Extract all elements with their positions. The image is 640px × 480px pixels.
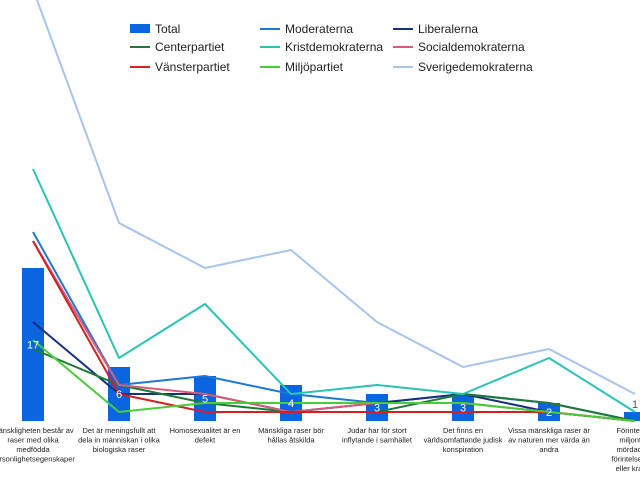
legend-label: Total	[155, 22, 180, 36]
legend-label: Vänsterpartiet	[155, 60, 230, 74]
bar-1	[22, 268, 44, 421]
bar-5	[366, 394, 388, 421]
line-kristdemokraterna	[32, 168, 636, 413]
line-series	[32, 0, 636, 422]
legend-label: Moderaterna	[285, 22, 353, 36]
legend-swatch	[130, 24, 150, 33]
legend-label: Sverigedemokraterna	[418, 60, 533, 74]
legend-label: Liberalerna	[418, 22, 478, 36]
bar-value-label: 6	[116, 389, 122, 401]
legend-item-total: Total	[130, 22, 180, 36]
x-tick-label: Mänskliga raser bör hållas åtskilda	[258, 426, 324, 445]
legend-label: Socialdemokraterna	[418, 40, 525, 54]
legend-item-centerpartiet: Centerpartiet	[130, 40, 225, 54]
line-sverigedemokraterna	[35, 0, 636, 395]
bar-value-label: 1	[632, 399, 638, 411]
legend-item-liberalerna: Liberalerna	[393, 22, 478, 36]
legend-item-socialdemokraterna: Socialdemokraterna	[393, 40, 525, 54]
legend-item-miljopartiet: Miljöpartiet	[260, 60, 344, 74]
bar-8	[624, 412, 640, 421]
legend-item-kristdemokraterna: Kristdemokraterna	[260, 40, 383, 54]
legend-item-moderaterna: Moderaterna	[260, 22, 353, 36]
legend-label: Centerpartiet	[155, 40, 225, 54]
line-miljopartiet	[32, 339, 636, 422]
bar-value-label: 3	[374, 403, 380, 415]
x-tick-label: Vissa mänskliga raser är av naturen mer v…	[508, 426, 590, 454]
legend: Total Moderaterna Liberalerna Centerpartiet…	[130, 22, 533, 74]
bar-value-labels: 17 6 5 4 3 3 2 1	[27, 340, 638, 420]
bar-value-label: 3	[460, 403, 466, 415]
bar-value-label: 4	[288, 398, 294, 410]
legend-item-sverigedemokraterna: Sverigedemokraterna	[393, 60, 533, 74]
x-tick-label: Judar har för stort inflytande i samhälle…	[342, 426, 413, 445]
bar-value-label: 17	[27, 340, 39, 352]
x-tick-label: Förintelsenmiljontalsmördades iförintels…	[611, 426, 640, 473]
x-tick-label: Homosexualitet är en defekt	[170, 426, 241, 445]
x-axis-ticks: Mänskligheten består av raser med olika me…	[0, 426, 640, 473]
legend-label: Kristdemokraterna	[285, 40, 383, 54]
x-tick-label: Det är meningsfullt att dela in människan…	[78, 426, 161, 454]
x-tick-label: Mänskligheten består av raser med olika me…	[0, 426, 75, 464]
bar-value-label: 5	[202, 394, 208, 406]
bar-value-label: 2	[546, 407, 552, 419]
x-tick-label: Det finns en världsomfattande judisk konsp…	[424, 426, 503, 454]
line-vansterpartiet	[32, 240, 636, 422]
legend-label: Miljöpartiet	[285, 60, 344, 74]
bar-3	[194, 376, 216, 421]
bar-6	[452, 394, 474, 421]
legend-item-vansterpartiet: Vänsterpartiet	[130, 60, 230, 74]
